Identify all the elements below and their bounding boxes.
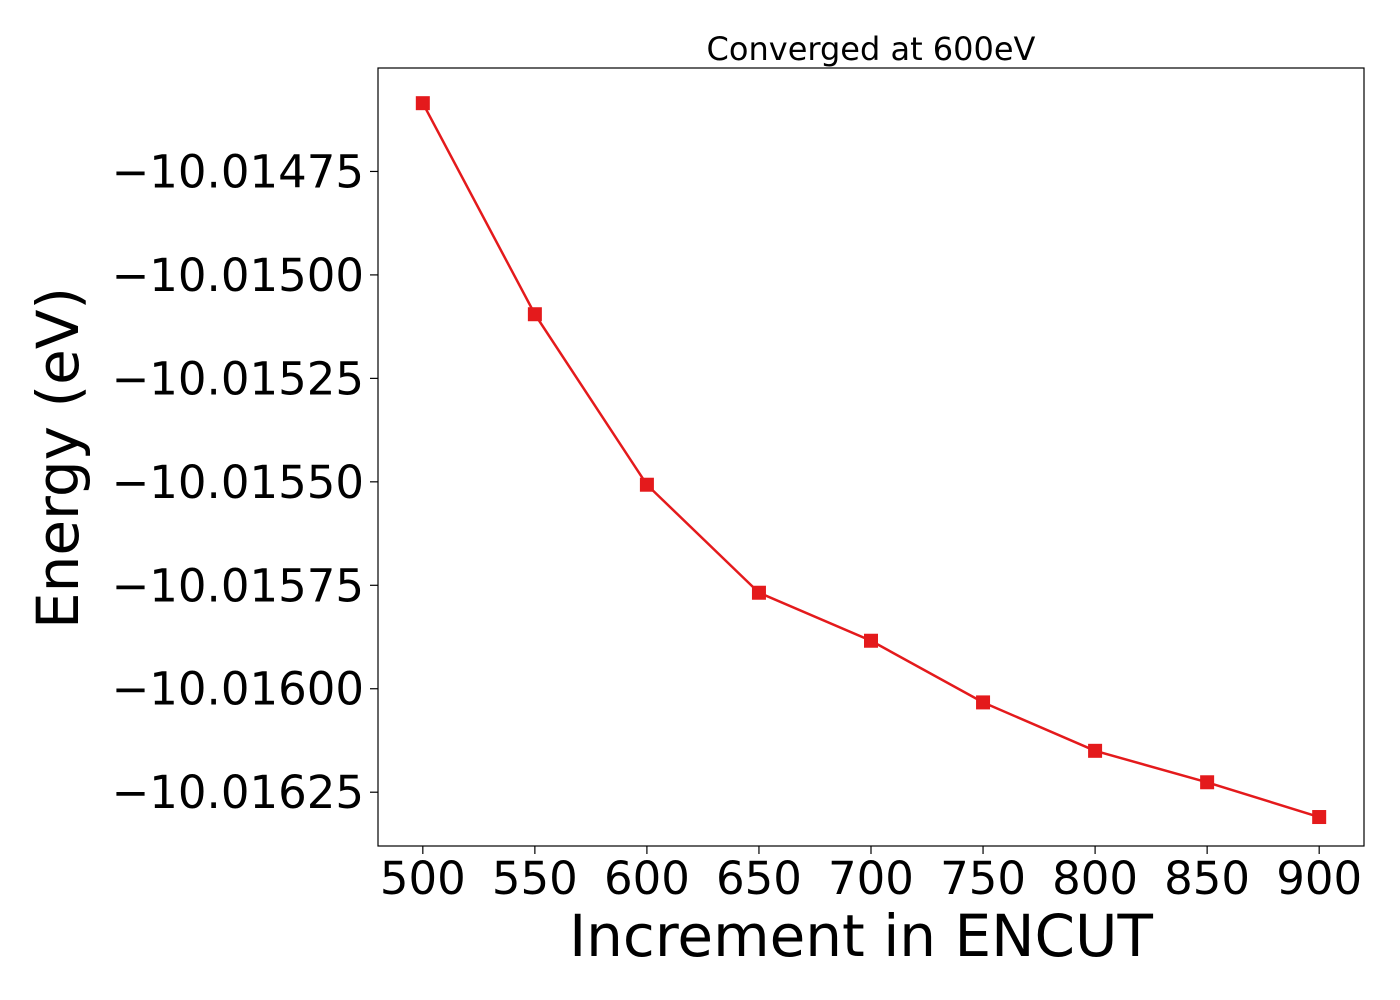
x-tick-label: 850 — [1164, 852, 1250, 905]
data-point — [1088, 743, 1103, 758]
data-point — [976, 695, 991, 710]
x-tick-label: 800 — [1052, 852, 1138, 905]
data-point — [639, 477, 654, 492]
x-tick-label: 750 — [940, 852, 1026, 905]
data-point — [1200, 775, 1215, 790]
y-tick-label: −10.01550 — [112, 456, 364, 509]
x-tick-label: 700 — [828, 852, 914, 905]
y-tick-label: −10.01500 — [112, 249, 364, 302]
x-tick-label: 650 — [716, 852, 802, 905]
data-point — [415, 96, 430, 111]
chart-title: Converged at 600eV — [707, 30, 1036, 68]
data-point — [1312, 810, 1327, 825]
x-tick-label: 500 — [380, 852, 466, 905]
y-tick-label: −10.01525 — [112, 352, 364, 405]
y-axis-ticks: −10.01475 −10.01500 −10.01525 −10.01550 −10.… — [112, 145, 378, 819]
y-tick-label: −10.01575 — [112, 559, 364, 612]
y-tick-label: −10.01475 — [112, 145, 364, 198]
series-layer — [415, 96, 1327, 825]
x-tick-label: 550 — [492, 852, 578, 905]
y-tick-label: −10.01600 — [112, 663, 364, 716]
x-tick-label: 600 — [604, 852, 690, 905]
y-axis-title: Energy (eV) — [24, 287, 92, 629]
y-tick-label: −10.01625 — [112, 766, 364, 819]
data-point — [527, 307, 542, 322]
x-axis-title: Increment in ENCUT — [569, 902, 1153, 970]
data-point — [864, 633, 878, 648]
x-tick-label: 900 — [1276, 852, 1362, 905]
x-axis-ticks: 500 550 600 650 700 750 800 850 900 — [380, 846, 1362, 905]
data-point — [751, 585, 766, 600]
plot-frame — [377, 67, 1365, 847]
series-line — [421, 102, 1320, 819]
